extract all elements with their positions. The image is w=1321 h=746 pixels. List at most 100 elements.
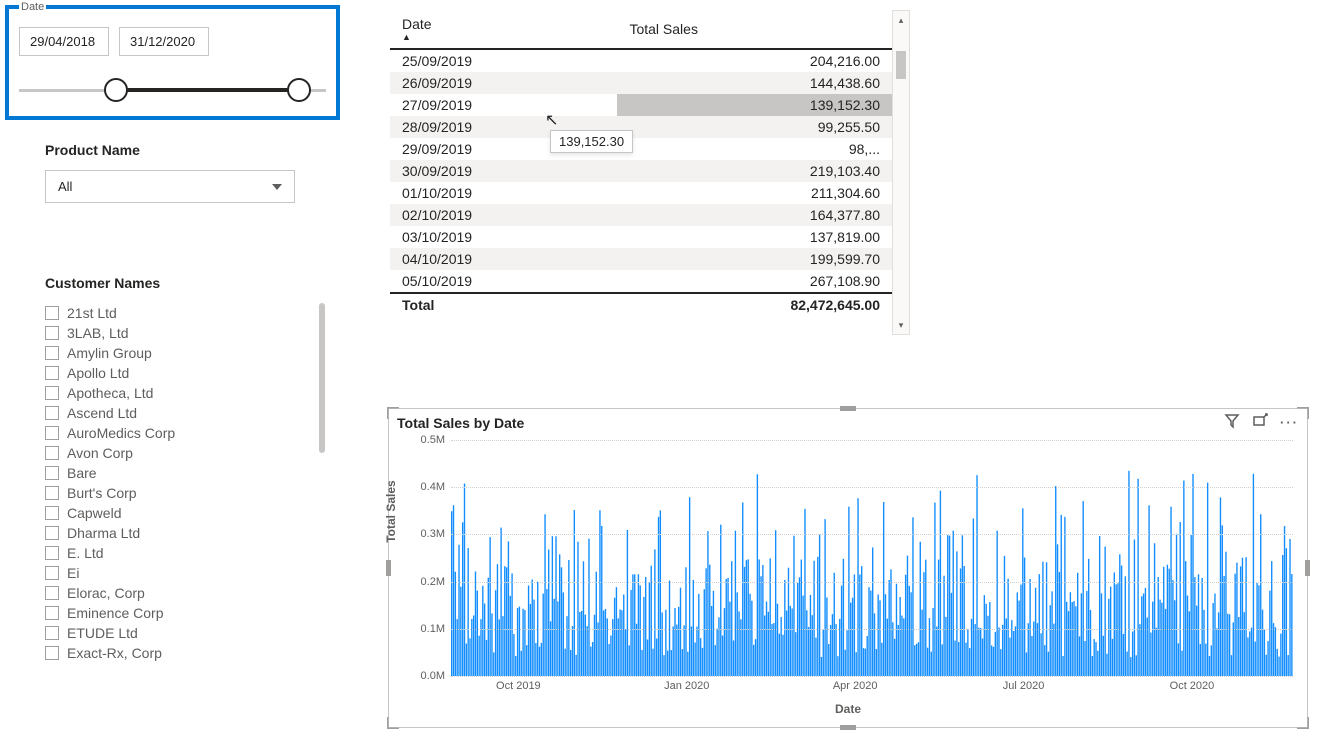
- table-row[interactable]: 01/10/2019211,304.60: [390, 182, 892, 204]
- customer-item[interactable]: Apollo Ltd: [45, 363, 325, 383]
- table-scrollbar[interactable]: ▴ ▾: [892, 10, 910, 335]
- customer-item-label: Elorac, Corp: [67, 585, 145, 601]
- customer-item[interactable]: Eminence Corp: [45, 603, 325, 623]
- customer-item[interactable]: ETUDE Ltd: [45, 623, 325, 643]
- customer-item-label: Burt's Corp: [67, 485, 137, 501]
- date-slider[interactable]: [19, 76, 326, 106]
- col-header-total-sales[interactable]: Total Sales: [617, 10, 892, 49]
- cell-date[interactable]: 26/09/2019: [390, 72, 617, 94]
- cell-total-sales[interactable]: 219,103.40: [617, 160, 892, 182]
- scroll-thumb[interactable]: [896, 51, 906, 79]
- y-tick-label: 0.0M: [421, 670, 445, 682]
- checkbox-icon[interactable]: [45, 466, 59, 480]
- cell-date[interactable]: 25/09/2019: [390, 49, 617, 72]
- checkbox-icon[interactable]: [45, 606, 59, 620]
- customer-item[interactable]: Exact-Rx, Corp: [45, 643, 325, 663]
- slider-handle-start[interactable]: [104, 78, 128, 102]
- focus-mode-icon[interactable]: [1252, 413, 1268, 432]
- cell-total-sales[interactable]: 98,...: [617, 138, 892, 160]
- cell-total-sales[interactable]: 137,819.00: [617, 226, 892, 248]
- slider-handle-end[interactable]: [287, 78, 311, 102]
- checkbox-icon[interactable]: [45, 426, 59, 440]
- total-value: 82,472,645.00: [617, 293, 892, 316]
- table-row[interactable]: 05/10/2019267,108.90: [390, 270, 892, 293]
- cell-date[interactable]: 05/10/2019: [390, 270, 617, 293]
- cell-total-sales[interactable]: 144,438.60: [617, 72, 892, 94]
- customer-item[interactable]: Amylin Group: [45, 343, 325, 363]
- chart-plot-area[interactable]: 0.0M0.1M0.2M0.3M0.4M0.5MOct 2019Jan 2020…: [451, 440, 1293, 676]
- table-row[interactable]: 03/10/2019137,819.00: [390, 226, 892, 248]
- customer-item[interactable]: 3LAB, Ltd: [45, 323, 325, 343]
- table-row[interactable]: 29/09/201998,...: [390, 138, 892, 160]
- cell-total-sales[interactable]: 164,377.80: [617, 204, 892, 226]
- scroll-up-icon[interactable]: ▴: [893, 11, 909, 29]
- table-row[interactable]: 28/09/201999,255.50: [390, 116, 892, 138]
- customer-item[interactable]: Burt's Corp: [45, 483, 325, 503]
- resize-handle-tl[interactable]: [387, 407, 399, 419]
- resize-handle-bottom[interactable]: [840, 725, 856, 730]
- table-row[interactable]: 04/10/2019199,599.70: [390, 248, 892, 270]
- col-header-date[interactable]: Date ▲: [390, 10, 617, 49]
- checkbox-icon[interactable]: [45, 326, 59, 340]
- scroll-down-icon[interactable]: ▾: [893, 316, 909, 334]
- checkbox-icon[interactable]: [45, 386, 59, 400]
- chart-x-axis-label: Date: [835, 702, 861, 716]
- cell-total-sales[interactable]: 139,152.30: [617, 94, 892, 116]
- cell-date[interactable]: 02/10/2019: [390, 204, 617, 226]
- customer-item[interactable]: Dharma Ltd: [45, 523, 325, 543]
- date-end-input[interactable]: 31/12/2020: [119, 27, 209, 56]
- table-row[interactable]: 30/09/2019219,103.40: [390, 160, 892, 182]
- resize-handle-br[interactable]: [1297, 717, 1309, 729]
- customer-item[interactable]: Apotheca, Ltd: [45, 383, 325, 403]
- table-row[interactable]: 27/09/2019139,152.30: [390, 94, 892, 116]
- cell-date[interactable]: 30/09/2019: [390, 160, 617, 182]
- customer-item[interactable]: Capweld: [45, 503, 325, 523]
- cell-date[interactable]: 01/10/2019: [390, 182, 617, 204]
- cell-date[interactable]: 04/10/2019: [390, 248, 617, 270]
- checkbox-icon[interactable]: [45, 446, 59, 460]
- cell-date[interactable]: 03/10/2019: [390, 226, 617, 248]
- cell-total-sales[interactable]: 211,304.60: [617, 182, 892, 204]
- customer-item[interactable]: Ei: [45, 563, 325, 583]
- checkbox-icon[interactable]: [45, 366, 59, 380]
- customer-item[interactable]: AuroMedics Corp: [45, 423, 325, 443]
- table-row[interactable]: 25/09/2019204,216.00: [390, 49, 892, 72]
- checkbox-icon[interactable]: [45, 526, 59, 540]
- checkbox-icon[interactable]: [45, 646, 59, 660]
- checkbox-icon[interactable]: [45, 406, 59, 420]
- customer-item[interactable]: Avon Corp: [45, 443, 325, 463]
- checkbox-icon[interactable]: [45, 506, 59, 520]
- customer-item[interactable]: 21st Ltd: [45, 303, 325, 323]
- checkbox-icon[interactable]: [45, 566, 59, 580]
- checkbox-icon[interactable]: [45, 346, 59, 360]
- gridline: [451, 534, 1293, 535]
- resize-handle-bl[interactable]: [387, 717, 399, 729]
- checkbox-icon[interactable]: [45, 306, 59, 320]
- checkbox-icon[interactable]: [45, 586, 59, 600]
- customer-item[interactable]: E. Ltd: [45, 543, 325, 563]
- table-row[interactable]: 02/10/2019164,377.80: [390, 204, 892, 226]
- filter-icon[interactable]: [1224, 413, 1240, 432]
- date-slicer: Date 29/04/2018 31/12/2020: [5, 5, 340, 120]
- table-row[interactable]: 26/09/2019144,438.60: [390, 72, 892, 94]
- resize-handle-top[interactable]: [840, 406, 856, 411]
- customer-item[interactable]: Ascend Ltd: [45, 403, 325, 423]
- checkbox-icon[interactable]: [45, 546, 59, 560]
- resize-handle-tr[interactable]: [1297, 407, 1309, 419]
- checkbox-icon[interactable]: [45, 626, 59, 640]
- cell-total-sales[interactable]: 204,216.00: [617, 49, 892, 72]
- date-start-input[interactable]: 29/04/2018: [19, 27, 109, 56]
- cell-total-sales[interactable]: 199,599.70: [617, 248, 892, 270]
- customer-item[interactable]: Elorac, Corp: [45, 583, 325, 603]
- cell-total-sales[interactable]: 99,255.50: [617, 116, 892, 138]
- customer-scrollbar[interactable]: [319, 303, 325, 453]
- sales-table-visual: Date ▲ Total Sales 25/09/2019204,216.002…: [390, 10, 910, 335]
- checkbox-icon[interactable]: [45, 486, 59, 500]
- product-dropdown[interactable]: All: [45, 170, 295, 203]
- resize-handle-left[interactable]: [386, 560, 391, 576]
- cell-date[interactable]: 27/09/2019: [390, 94, 617, 116]
- cell-total-sales[interactable]: 267,108.90: [617, 270, 892, 293]
- resize-handle-right[interactable]: [1305, 560, 1310, 576]
- customer-item[interactable]: Bare: [45, 463, 325, 483]
- total-sales-chart-visual[interactable]: Total Sales by Date ··· Total Sales 0.0M…: [388, 408, 1308, 728]
